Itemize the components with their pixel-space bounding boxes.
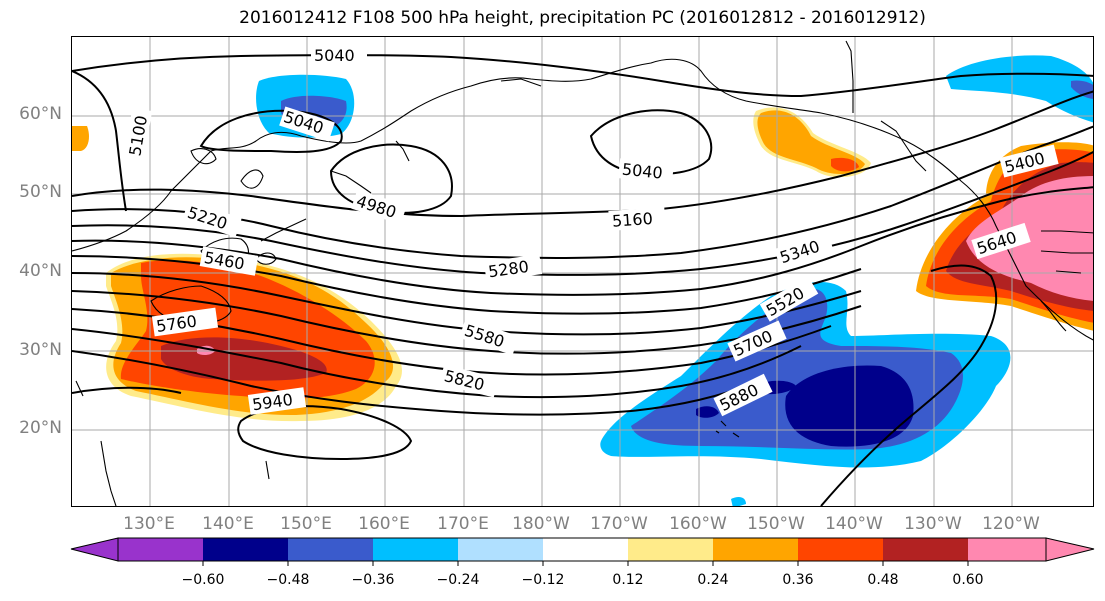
- contour-label: 5280: [487, 257, 530, 281]
- contour-label: 5160: [611, 209, 653, 231]
- lon-label-160e: 160°E: [358, 514, 410, 534]
- map-panel: 5040 5040 5100 4980 5040 5160 5220 5280 …: [71, 36, 1094, 507]
- contour-label: 5100: [125, 114, 151, 157]
- colorbar-tick-label: −0.60: [181, 572, 225, 588]
- colorbar-extend-high: [1045, 537, 1095, 562]
- colorbar-bin: [203, 538, 288, 561]
- contour-label: 5040: [314, 46, 355, 65]
- colorbar-bin: [543, 538, 628, 561]
- lat-label-60n: 60°N: [19, 104, 62, 124]
- negative-anomaly-south-small: [731, 496, 746, 506]
- colorbar-tick-label: −0.24: [436, 572, 480, 588]
- colorbar-tick-label: 0.12: [612, 572, 644, 588]
- negative-anomaly-canada: [946, 55, 1093, 123]
- lon-label-130w: 130°W: [904, 514, 962, 534]
- colorbar-bin: [373, 538, 458, 561]
- lon-label-140e: 140°E: [202, 514, 254, 534]
- colorbar-bin: [288, 538, 373, 561]
- colorbar-bin: [883, 538, 968, 561]
- colorbar-tick-label: 0.36: [782, 572, 814, 588]
- lon-label-120w: 120°W: [982, 514, 1040, 534]
- colorbar-tick-label: −0.48: [266, 572, 310, 588]
- colorbar-bin: [628, 538, 713, 561]
- colorbar-extend-low: [70, 537, 119, 562]
- lon-label-170w: 170°W: [590, 514, 648, 534]
- contour-label: 4980: [354, 191, 399, 222]
- lon-label-180w: 180°W: [512, 514, 570, 534]
- lat-label-30n: 30°N: [19, 340, 62, 360]
- coastlines: [72, 40, 1093, 506]
- lon-label-150e: 150°E: [280, 514, 332, 534]
- colorbar: [70, 537, 1095, 566]
- colorbar-tick-label: 0.60: [952, 572, 984, 588]
- lat-label-20n: 20°N: [19, 418, 62, 438]
- lon-label-170e: 170°E: [437, 514, 489, 534]
- lat-label-50n: 50°N: [19, 182, 62, 202]
- lon-label-160w: 160°W: [669, 514, 727, 534]
- colorbar-bin: [968, 538, 1046, 561]
- colorbar-tick-label: 0.48: [867, 572, 899, 588]
- lon-label-130e: 130°E: [123, 514, 175, 534]
- map-canvas: 5040 5040 5100 4980 5040 5160 5220 5280 …: [72, 37, 1093, 506]
- colorbar-bin: [713, 538, 798, 561]
- lat-label-40n: 40°N: [19, 261, 62, 281]
- negative-anomaly-hawaii-navy: [785, 365, 914, 447]
- positive-anomaly-gulf-of-alaska-red: [831, 157, 859, 172]
- colorbar-bin: [798, 538, 883, 561]
- map-title: 2016012412 F108 500 hPa height, precipit…: [239, 8, 926, 28]
- negative-anomaly-hawaii-navy-islands: [696, 406, 719, 418]
- contour-label: 5040: [621, 160, 663, 183]
- contour-label: 5580: [462, 321, 507, 352]
- lon-label-150w: 150°W: [747, 514, 805, 534]
- colorbar-tick-label: −0.36: [351, 572, 395, 588]
- lon-label-140w: 140°W: [825, 514, 883, 534]
- colorbar-tick-label: −0.12: [521, 572, 565, 588]
- positive-anomaly-siberia-edge: [72, 126, 89, 151]
- colorbar-tick-label: 0.24: [697, 572, 729, 588]
- colorbar-bin: [118, 538, 203, 561]
- colorbar-bin: [458, 538, 543, 561]
